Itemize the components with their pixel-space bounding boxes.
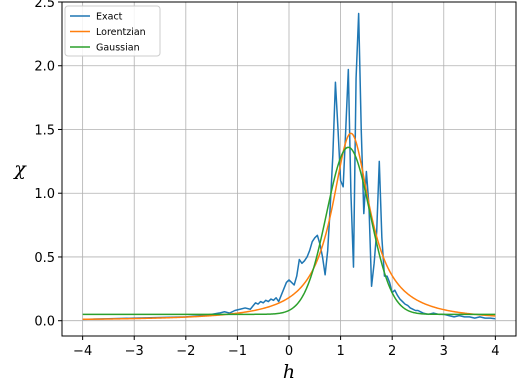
y-tick-label: 0.0 [34, 315, 55, 330]
y-tick-label: 1.5 [34, 123, 55, 138]
legend-label-lorentzian: Lorentzian [96, 27, 146, 38]
legend-label-gaussian: Gaussian [96, 43, 140, 54]
y-tick-label: 1.0 [34, 187, 55, 202]
x-axis-label: h [283, 361, 295, 383]
legend: Exact Lorentzian Gaussian [64, 5, 161, 57]
x-tick-label: −3 [125, 344, 144, 359]
x-tick-label: −2 [176, 344, 195, 359]
x-tick-label: −1 [228, 344, 247, 359]
y-tick-label: 0.5 [34, 251, 55, 266]
x-tick-label: 4 [491, 344, 499, 359]
series-line-exact [82, 12, 496, 321]
y-axis-label: χ [12, 158, 27, 180]
series-layer [82, 12, 496, 321]
x-tick-label: 1 [336, 344, 344, 359]
series-line-lorentzian [82, 132, 496, 321]
y-tick-label: 2.0 [34, 60, 55, 75]
y-tick-label: 2.5 [34, 0, 55, 11]
x-axis: −4 −3 −2 −1 0 1 2 3 4 [73, 336, 500, 359]
x-tick-label: 3 [440, 344, 448, 359]
x-tick-label: −4 [73, 344, 92, 359]
x-tick-label: 0 [285, 344, 293, 359]
x-tick-label: 2 [388, 344, 396, 359]
series-line-gaussian [82, 146, 496, 316]
legend-label-exact: Exact [96, 12, 123, 23]
legend-box [64, 5, 161, 57]
y-axis: 0.0 0.5 1.0 1.5 2.0 2.5 [34, 0, 62, 330]
